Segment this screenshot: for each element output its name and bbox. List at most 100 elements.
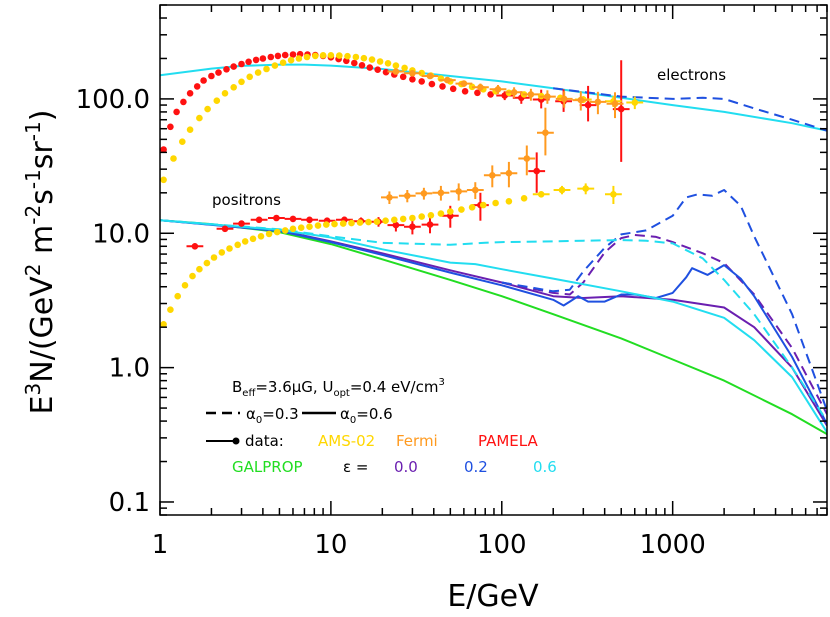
ams-positrons-point [203, 259, 211, 267]
fermi-positrons-point [542, 129, 549, 136]
y-tick-label: 100.0 [76, 85, 150, 115]
pamela-electrons-point [186, 90, 194, 97]
ams-positrons-point [505, 198, 513, 205]
epsilon-label: ε = [343, 458, 368, 476]
ams-positrons-point [181, 282, 189, 289]
ams-positrons-point [174, 292, 181, 300]
ams-electrons-point [352, 53, 360, 61]
legend-ams: AMS-02 [318, 432, 375, 450]
fermi-positrons-point [437, 189, 445, 197]
legend-pamela: PAMELA [478, 432, 538, 450]
ams-positrons-point [323, 221, 330, 228]
ams-positrons-point [418, 213, 426, 220]
ams-positrons-point [365, 218, 372, 226]
ams-positrons-point [331, 220, 338, 228]
pamela-electrons-point [366, 64, 374, 71]
pamela-positrons-point [533, 167, 540, 175]
pamela-electrons-point [180, 98, 187, 106]
alpha-dash-label: α0=0.3 [246, 405, 299, 426]
fermi-electrons-point [594, 98, 602, 106]
pamela-electrons-point [267, 53, 275, 61]
pamela-electrons-point [418, 78, 426, 85]
pamela-positrons-point [392, 221, 400, 229]
ams-electrons-point [303, 53, 311, 61]
fermi-electrons-point [577, 96, 585, 104]
ams-electrons-point [312, 52, 319, 60]
ams-electrons-point [160, 176, 167, 184]
pamela-electrons-point [223, 66, 230, 73]
pamela-electrons-point [374, 66, 382, 73]
pamela-positrons-point [221, 225, 229, 233]
ams-electrons-point [279, 59, 287, 66]
fermi-electrons-point [611, 100, 619, 108]
pamela-electrons-point [230, 63, 237, 70]
ams-electrons-point [271, 62, 279, 69]
series-electron-dash-0.2 [553, 87, 827, 132]
ams-electrons-point [238, 78, 245, 86]
pamela-electrons-point [449, 85, 457, 93]
ams-positrons-point [492, 199, 499, 207]
ams-electrons-point [327, 52, 335, 59]
pamela-positrons-point [426, 221, 434, 228]
ams-positrons-point [409, 214, 416, 222]
pamela-electrons-point [428, 80, 436, 88]
pamela-positrons-point [255, 216, 263, 224]
fermi-electrons-point [510, 89, 518, 96]
pamela-electrons-point [193, 83, 201, 90]
pamela-electrons-point [245, 58, 252, 66]
fermi-electrons-point [544, 93, 551, 100]
fermi-electrons-point [392, 68, 400, 75]
ams-positrons-point [356, 219, 364, 226]
ams-positrons-point [399, 215, 407, 223]
series-positron-eps06-solid [160, 219, 827, 433]
fermi-electrons-point [460, 80, 468, 87]
fermi-positrons-point [420, 190, 428, 197]
legend-fermi: Fermi [396, 432, 438, 450]
electrons-label: electrons [657, 66, 726, 84]
fermi-positrons-point [386, 194, 393, 201]
fermi-positrons-point [455, 188, 463, 195]
ams-electrons-point [246, 73, 253, 81]
fermi-positrons-point [523, 155, 531, 162]
pamela-electrons-point [167, 123, 174, 131]
points-layer [160, 50, 644, 328]
ams-electrons-point [287, 56, 295, 64]
ams-electrons-point [368, 56, 376, 63]
ams-electrons-point [204, 105, 211, 113]
ams-positrons-point [306, 223, 313, 230]
ams-electrons-point [196, 114, 203, 122]
ams-electrons-point [360, 54, 368, 62]
ams-positrons-point [537, 191, 545, 198]
pamela-electrons-point [409, 76, 416, 83]
alpha-solid-label: α0=0.6 [340, 405, 393, 426]
ams-positrons-point [160, 321, 167, 328]
ams-positrons-point [297, 224, 305, 231]
fermi-positrons-point [489, 172, 496, 179]
ams-positrons-point [273, 228, 281, 236]
ams-positrons-point [520, 195, 528, 202]
ams-positrons-point [218, 249, 226, 256]
ams-electrons-point [179, 138, 186, 145]
ams-electrons-point [401, 64, 408, 72]
pamela-electrons-point [461, 88, 469, 95]
ams-positrons-point [447, 208, 454, 215]
ams-positrons-point [391, 216, 398, 224]
ams-positrons-point [249, 235, 257, 243]
pamela-positrons-point [238, 220, 245, 227]
pamela-electrons-point [215, 69, 222, 76]
pamela-electrons-point [351, 59, 358, 67]
ams-positrons-point [610, 191, 617, 198]
ams-positrons-point [348, 219, 355, 227]
fermi-electrons-point [426, 72, 434, 80]
ams-electrons-point [418, 69, 426, 77]
parameters-label: Beff=3.6μG, Uopt=0.4 eV/cm3 [232, 377, 445, 399]
pamela-electrons-point [208, 72, 215, 80]
pamela-electrons-point [487, 91, 494, 98]
ams-positrons-point [480, 201, 487, 209]
ams-positrons-point [281, 227, 289, 234]
ams-electrons-point [254, 69, 262, 76]
y-tick-label: 1.0 [109, 354, 150, 384]
ams-electrons-point [263, 65, 270, 73]
pamela-electrons-point [200, 77, 207, 84]
ams-electrons-point [295, 55, 303, 62]
